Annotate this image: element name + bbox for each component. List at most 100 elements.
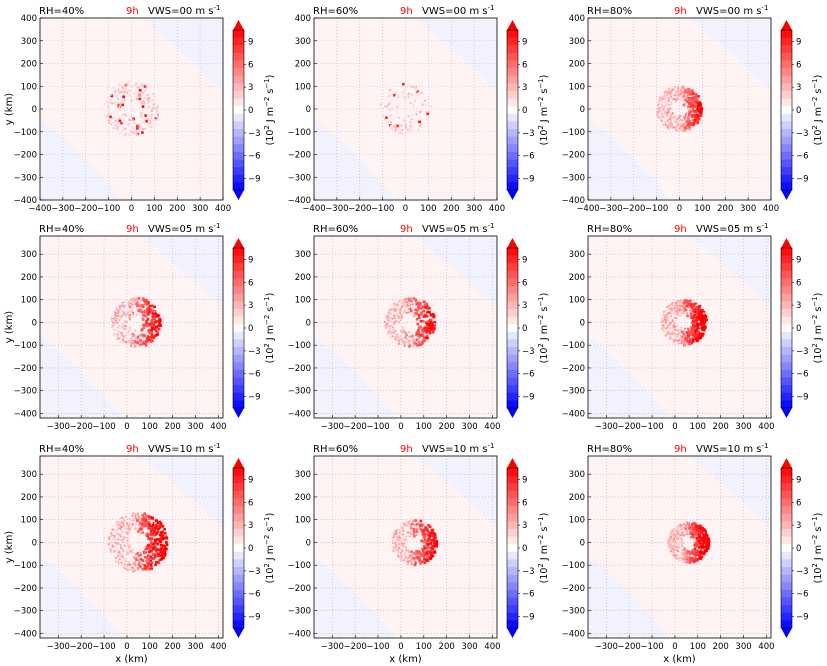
colorbar-extend-top [233,238,244,248]
data-point [694,116,698,119]
data-point [108,109,111,112]
data-point [400,541,403,544]
data-point [113,318,115,320]
data-point [412,523,415,526]
data-point [134,528,137,530]
colorbar-segment [781,513,792,522]
data-point [676,526,679,528]
colorbar-segment [233,167,244,176]
data-point [400,299,402,302]
data-point [123,559,126,561]
data-point [391,335,394,338]
data-point [667,89,670,91]
data-point [417,331,421,334]
colorbar-label: (102 J m−2 s−1) [537,513,550,584]
data-point [111,117,114,120]
data-point [148,334,151,337]
data-point [690,328,693,332]
data-point [119,132,121,135]
data-point [671,123,674,126]
data-point [128,522,131,525]
data-point [116,520,118,523]
data-point [132,551,135,554]
data-point [701,316,705,320]
data-point [395,304,398,307]
data-point [420,553,424,556]
data-point [676,99,679,101]
data-point [395,117,397,120]
data-point [119,539,121,541]
data-point [400,124,403,127]
vws-label: VWS=00 m s-1 [422,4,494,17]
data-point [392,302,395,305]
data-point [155,538,159,541]
data-point [117,310,120,312]
data-point [685,561,688,564]
data-point [145,119,148,123]
colorbar-label-part: −2 [811,97,819,107]
data-point [122,523,125,526]
data-point [141,299,143,302]
data-point [681,545,684,548]
data-point [123,127,126,130]
colorbar-tick-label: 3 [522,83,527,93]
data-point [159,531,163,534]
data-point [145,545,149,548]
data-point [150,320,154,324]
data-point [422,309,426,313]
colorbar-segment [507,392,518,401]
data-point [110,94,114,98]
data-point [416,344,419,347]
data-point [155,326,158,329]
data-point [131,130,133,133]
colorbar-segment [233,339,244,348]
data-point [667,540,670,542]
data-point [121,539,124,542]
data-point [669,303,672,306]
data-point [129,317,132,319]
rh-label: RH=60% [313,6,358,17]
colorbar-segment [233,52,244,61]
data-point [411,93,413,96]
data-point [684,335,687,337]
data-point [679,128,682,131]
colorbar-segment [781,144,792,153]
data-point [116,127,119,129]
data-point [120,316,122,319]
data-point [402,341,405,344]
data-point [697,324,700,328]
data-point [131,514,134,517]
data-point [691,303,695,307]
data-point [426,310,429,314]
data-point [119,103,122,106]
colorbar-extend-top [507,458,518,468]
data-point [689,105,693,109]
colorbar-segment [233,544,244,553]
x-tick-label: −100 [640,422,663,432]
data-point [671,548,674,550]
x-tick-label: −100 [366,642,389,652]
data-point [666,323,669,326]
data-point [676,551,679,554]
data-point [687,94,689,97]
data-point [156,333,159,336]
data-point [135,341,138,344]
data-point [114,310,117,312]
data-point [135,553,137,556]
data-point [667,98,670,101]
data-point [121,85,123,88]
data-point [117,533,120,535]
data-point [112,87,115,90]
data-point [389,114,392,117]
data-point [150,564,153,568]
data-point [667,104,670,107]
data-point [419,311,423,315]
colorbar-tick-label: 6 [522,278,527,288]
data-point [142,519,146,523]
data-point [137,297,139,300]
data-point [694,307,697,311]
data-point [673,533,676,535]
data-point [426,545,429,549]
data-point [431,536,435,539]
data-point [394,303,397,306]
